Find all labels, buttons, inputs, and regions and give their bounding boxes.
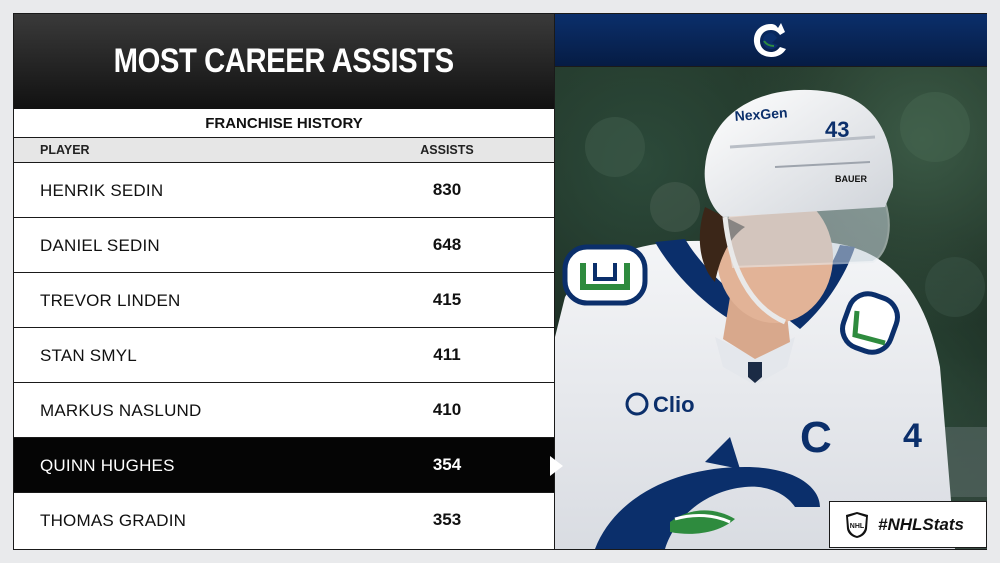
- captain-letter: C: [800, 413, 832, 462]
- player-name: STAN SMYL: [40, 346, 137, 365]
- nhl-stats-badge: NHL #NHLStats: [829, 501, 987, 548]
- team-bar: [555, 14, 987, 67]
- hashtag-label: #NHLStats: [878, 514, 964, 534]
- player-name: QUINN HUGHES: [40, 456, 175, 475]
- sponsor-patch-text: Clio: [653, 392, 695, 417]
- player-illustration: NexGen 43 BAUER Clio C 4: [555, 89, 987, 549]
- canucks-orca-logo-icon: [753, 23, 786, 57]
- table-row: DANIEL SEDIN 648: [14, 218, 554, 273]
- player-panel: NexGen 43 BAUER Clio C 4: [554, 14, 987, 549]
- highlight-pointer-arrow-icon: [550, 456, 563, 476]
- helmet-sponsor-text: NexGen: [734, 104, 788, 124]
- helmet-maker-text: BAUER: [835, 174, 868, 184]
- assists-value: 353: [432, 510, 462, 529]
- assists-value: 411: [433, 345, 461, 364]
- player-photo: NexGen 43 BAUER Clio C 4: [555, 67, 987, 549]
- nhl-shield-icon: NHL: [846, 511, 868, 538]
- player-name: DANIEL SEDIN: [40, 236, 160, 255]
- table-row-highlighted: QUINN HUGHES 354: [14, 438, 554, 493]
- graphic-frame: MOST CAREER ASSISTS FRANCHISE HISTORY PL…: [13, 13, 987, 550]
- shoulder-logo-icon: [840, 291, 900, 355]
- sleeve-number: 4: [903, 417, 922, 455]
- assists-value: 648: [432, 235, 462, 254]
- column-player-label: PLAYER: [40, 143, 90, 157]
- column-header: PLAYER ASSISTS: [14, 138, 554, 163]
- player-name: HENRIK SEDIN: [40, 181, 164, 200]
- orca-crest-icon: [595, 437, 820, 549]
- subtitle: FRANCHISE HISTORY: [14, 109, 554, 138]
- player-name: MARKUS NASLUND: [40, 401, 202, 420]
- table-row: TREVOR LINDEN 415: [14, 273, 554, 328]
- assists-value: 415: [432, 290, 462, 309]
- page-title: MOST CAREER ASSISTS: [113, 42, 455, 80]
- shoulder-logo-icon: [562, 244, 648, 306]
- nhl-shield-text: NHL: [850, 523, 865, 530]
- table-row: THOMAS GRADIN 353: [14, 493, 554, 548]
- leaderboard-table: HENRIK SEDIN 830 DANIEL SEDIN 648 TREVOR…: [14, 163, 554, 548]
- title-bar: MOST CAREER ASSISTS: [14, 14, 554, 109]
- stats-panel: MOST CAREER ASSISTS FRANCHISE HISTORY PL…: [14, 14, 554, 549]
- assists-value: 354: [432, 455, 462, 474]
- assists-value: 410: [432, 400, 462, 419]
- helmet-number-text: 43: [825, 117, 849, 142]
- sponsor-patch: Clio: [625, 392, 695, 417]
- player-name: THOMAS GRADIN: [40, 511, 187, 530]
- table-row: HENRIK SEDIN 830: [14, 163, 554, 218]
- table-row: STAN SMYL 411: [14, 328, 554, 383]
- table-row: MARKUS NASLUND 410: [14, 383, 554, 438]
- player-name: TREVOR LINDEN: [40, 291, 181, 310]
- assists-value: 830: [432, 180, 462, 199]
- column-assists-label: ASSISTS: [420, 143, 474, 157]
